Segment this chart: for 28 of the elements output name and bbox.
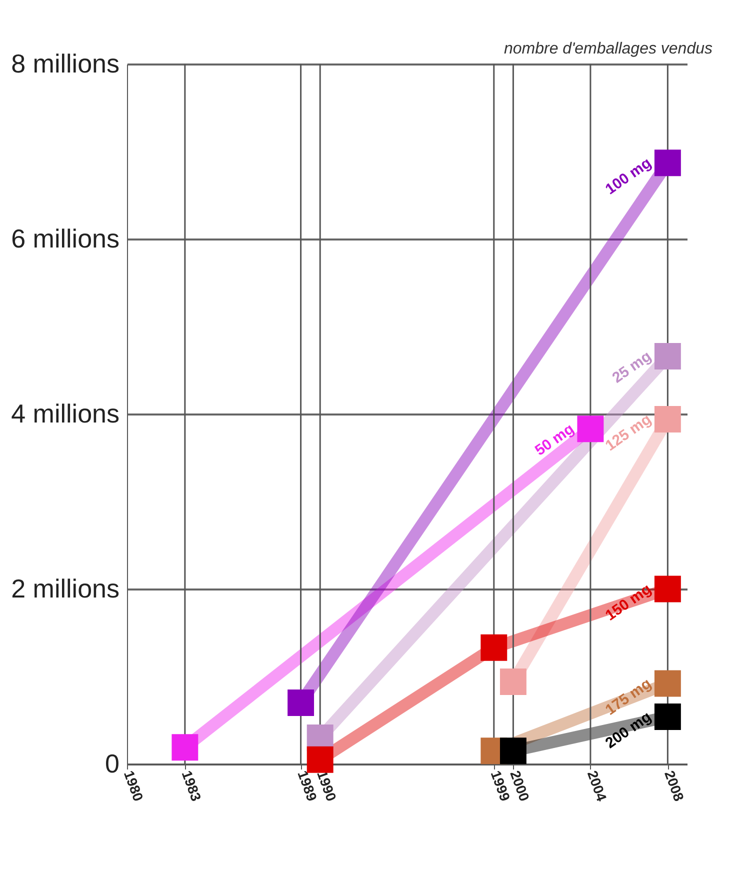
- y-tick-label: 2 millions: [11, 574, 120, 604]
- x-tick-label: 2004: [584, 768, 610, 804]
- y-tick-label: 4 millions: [11, 398, 120, 428]
- y-tick-label: 8 millions: [11, 48, 120, 78]
- point: [577, 416, 604, 442]
- point: [654, 576, 681, 602]
- x-tick-label: 1983: [178, 768, 205, 804]
- text: 50 mg: [532, 420, 578, 460]
- point: [480, 634, 508, 661]
- point: [306, 746, 334, 773]
- point: [654, 150, 681, 176]
- point: [288, 690, 314, 716]
- point: [654, 704, 681, 730]
- point: [500, 738, 526, 764]
- point: [654, 406, 681, 432]
- y-tick-label: 6 millions: [11, 224, 120, 254]
- y-tick-label: 0: [105, 748, 120, 778]
- point: [654, 343, 681, 370]
- y-axis-title: nombre d'emballages vendus: [504, 40, 712, 58]
- x-tick-label: 1980: [120, 768, 147, 804]
- point: [172, 734, 198, 761]
- text: 100 mg: [602, 154, 654, 198]
- text: 150 mg: [602, 580, 654, 624]
- x-tick-label: 2008: [662, 768, 688, 804]
- point: [654, 670, 681, 697]
- point: [500, 668, 526, 695]
- text: 125 mg: [602, 410, 654, 454]
- text: 25 mg: [609, 348, 654, 387]
